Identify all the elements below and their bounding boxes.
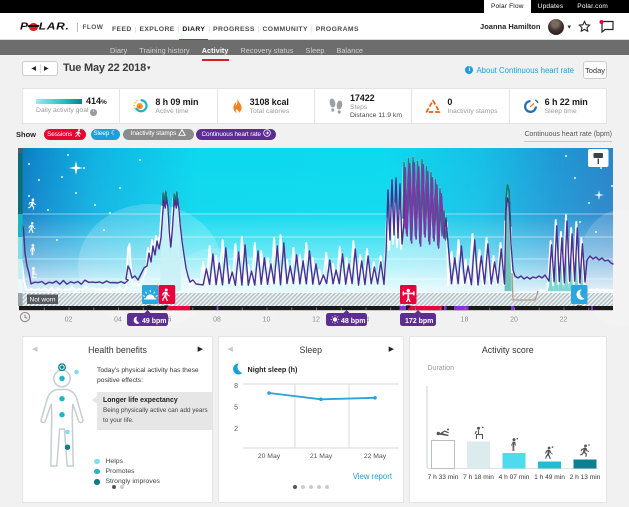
svg-text:02: 02 <box>65 317 73 324</box>
svg-text:5: 5 <box>234 405 238 412</box>
svg-text:10: 10 <box>263 317 271 324</box>
svg-text:4 h 07 min: 4 h 07 min <box>498 474 529 481</box>
svg-text:48 bpm: 48 bpm <box>341 318 366 325</box>
svg-text:2: 2 <box>234 426 238 433</box>
svg-text:2 h 13 min: 2 h 13 min <box>569 474 600 481</box>
svg-text:7 h 18 min: 7 h 18 min <box>463 474 494 481</box>
svg-text:04: 04 <box>114 317 122 324</box>
svg-text:22 May: 22 May <box>363 453 386 460</box>
svg-text:49 bpm: 49 bpm <box>142 318 167 325</box>
svg-text:8: 8 <box>234 383 238 390</box>
svg-text:21 May: 21 May <box>309 453 332 460</box>
svg-text:172 bpm: 172 bpm <box>405 318 433 325</box>
svg-text:1 h 49 min: 1 h 49 min <box>534 474 565 481</box>
svg-text:Not worn: Not worn <box>30 297 56 304</box>
svg-text:18: 18 <box>461 317 469 324</box>
svg-text:20: 20 <box>510 317 518 324</box>
svg-text:08: 08 <box>213 317 221 324</box>
svg-text:7 h 33 min: 7 h 33 min <box>427 474 458 481</box>
svg-text:20 May: 20 May <box>257 453 280 460</box>
svg-text:22: 22 <box>560 317 568 324</box>
svg-text:12: 12 <box>312 317 320 324</box>
